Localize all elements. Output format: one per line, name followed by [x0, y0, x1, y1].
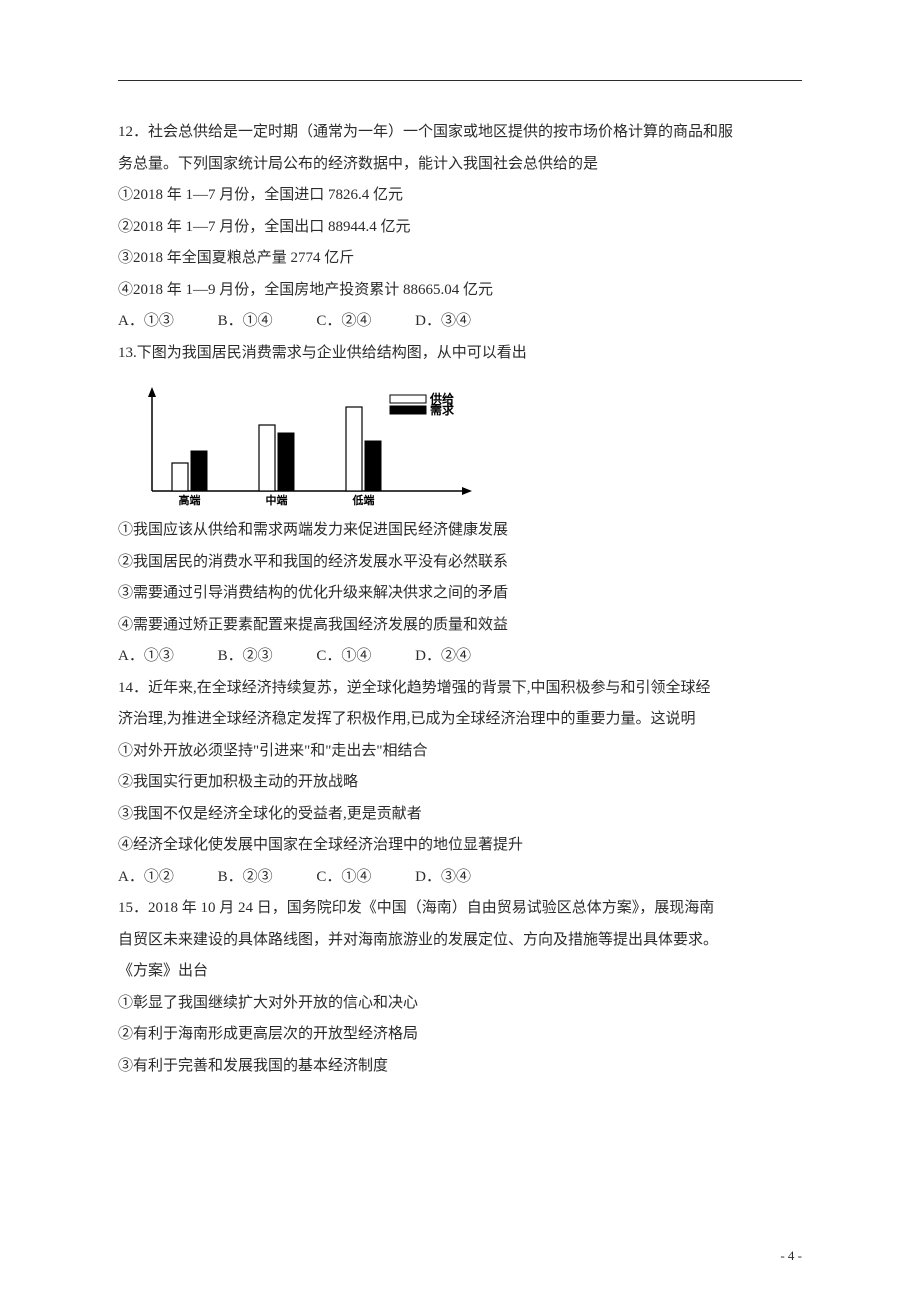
q13-optC: C．①④ [316, 641, 371, 673]
q14-optA: A．①② [118, 862, 174, 894]
q12-optB: B．①④ [218, 306, 273, 338]
q13-stem: 13.下图为我国居民消费需求与企业供给结构图，从中可以看出 [118, 338, 802, 370]
q12-item3: ③2018 年全国夏粮总产量 2774 亿斤 [118, 243, 802, 275]
svg-text:低端: 低端 [352, 493, 375, 507]
svg-text:高端: 高端 [179, 493, 201, 507]
q14-item2: ②我国实行更加积极主动的开放战略 [118, 767, 802, 799]
q12-item4: ④2018 年 1—9 月份，全国房地产投资累计 88665.04 亿元 [118, 275, 802, 307]
q14-stem-line1: 14．近年来,在全球经济持续复苏，逆全球化趋势增强的背景下,中国积极参与和引领全… [118, 673, 802, 705]
q12-optC: C．②④ [316, 306, 371, 338]
q14-optD: D．③④ [415, 862, 471, 894]
q13-optD: D．②④ [415, 641, 471, 673]
page: 12．社会总供给是一定时期（通常为一年）一个国家或地区提供的按市场价格计算的商品… [0, 0, 920, 1302]
q15-stem-line1: 15．2018 年 10 月 24 日，国务院印发《中国（海南）自由贸易试验区总… [118, 893, 802, 925]
q12-options: A．①③ B．①④ C．②④ D．③④ [118, 306, 802, 338]
q14-item4: ④经济全球化使发展中国家在全球经济治理中的地位显著提升 [118, 830, 802, 862]
q12-item2: ②2018 年 1—7 月份，全国出口 88944.4 亿元 [118, 212, 802, 244]
q13-chart: 高端中端低端供给需求 [130, 379, 802, 509]
top-rule [118, 80, 802, 81]
svg-text:需求: 需求 [430, 402, 455, 417]
q13-item1: ①我国应该从供给和需求两端发力来促进国民经济健康发展 [118, 515, 802, 547]
q13-options: A．①③ B．②③ C．①④ D．②④ [118, 641, 802, 673]
q14-stem-line2: 济治理,为推进全球经济稳定发挥了积极作用,已成为全球经济治理中的重要力量。这说明 [118, 704, 802, 736]
q14-options: A．①② B．②③ C．①④ D．③④ [118, 862, 802, 894]
q15-item1: ①彰显了我国继续扩大对外开放的信心和决心 [118, 988, 802, 1020]
q13-item2: ②我国居民的消费水平和我国的经济发展水平没有必然联系 [118, 547, 802, 579]
q15-item2: ②有利于海南形成更高层次的开放型经济格局 [118, 1019, 802, 1051]
q15-item3: ③有利于完善和发展我国的基本经济制度 [118, 1051, 802, 1083]
q13-item4: ④需要通过矫正要素配置来提高我国经济发展的质量和效益 [118, 610, 802, 642]
q15-stem-line2: 自贸区未来建设的具体路线图，并对海南旅游业的发展定位、方向及措施等提出具体要求。 [118, 925, 802, 957]
q14-optB: B．②③ [218, 862, 273, 894]
q13-optA: A．①③ [118, 641, 174, 673]
q13-item3: ③需要通过引导消费结构的优化升级来解决供求之间的矛盾 [118, 578, 802, 610]
q12-item1: ①2018 年 1—7 月份，全国进口 7826.4 亿元 [118, 180, 802, 212]
q12-stem-line1: 12．社会总供给是一定时期（通常为一年）一个国家或地区提供的按市场价格计算的商品… [118, 117, 802, 149]
q14-item3: ③我国不仅是经济全球化的受益者,更是贡献者 [118, 799, 802, 831]
q14-item1: ①对外开放必须坚持"引进来"和"走出去"相结合 [118, 736, 802, 768]
page-number: - 4 - [780, 1248, 802, 1264]
q12-optD: D．③④ [415, 306, 471, 338]
q13-chart-svg: 高端中端低端供给需求 [130, 379, 490, 509]
q15-stem-line3: 《方案》出台 [118, 956, 802, 988]
q14-optC: C．①④ [316, 862, 371, 894]
svg-text:中端: 中端 [266, 493, 288, 507]
q12-optA: A．①③ [118, 306, 174, 338]
q13-optB: B．②③ [218, 641, 273, 673]
q12-stem-line2: 务总量。下列国家统计局公布的经济数据中，能计入我国社会总供给的是 [118, 149, 802, 181]
